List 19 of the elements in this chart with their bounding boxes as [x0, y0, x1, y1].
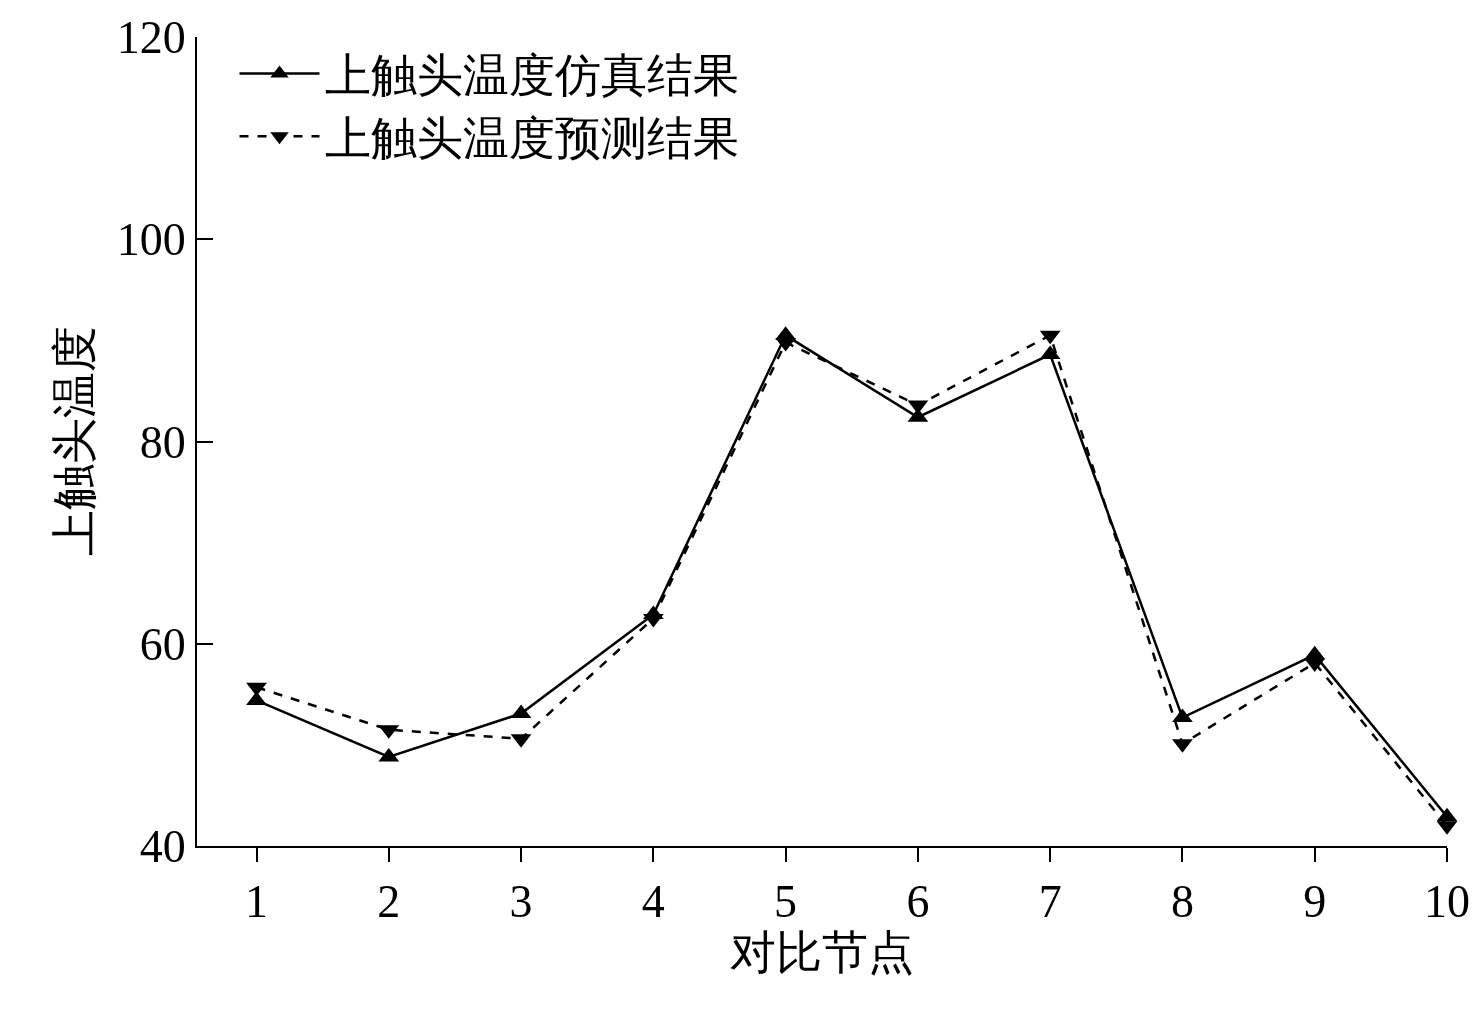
y-tick-label: 60: [139, 618, 186, 670]
x-tick-label: 1: [245, 876, 269, 928]
x-tick-label: 5: [774, 876, 798, 928]
x-tick-label: 9: [1303, 876, 1327, 928]
legend-label: 上触头温度预测结果: [324, 113, 739, 165]
y-tick-label: 100: [116, 214, 186, 266]
y-tick-label: 80: [139, 416, 186, 468]
y-tick-label: 40: [139, 821, 186, 873]
x-tick-label: 10: [1424, 876, 1470, 928]
x-axis-title: 对比节点: [730, 927, 914, 979]
y-tick-label: 120: [116, 12, 186, 64]
legend-label: 上触头温度仿真结果: [324, 50, 739, 102]
x-tick-label: 3: [509, 876, 533, 928]
y-axis-title: 上触头温度: [48, 326, 100, 557]
x-tick-label: 8: [1170, 876, 1194, 928]
x-tick-label: 6: [906, 876, 930, 928]
x-tick-label: 2: [377, 876, 401, 928]
x-tick-label: 4: [641, 876, 665, 928]
x-tick-label: 7: [1038, 876, 1062, 928]
